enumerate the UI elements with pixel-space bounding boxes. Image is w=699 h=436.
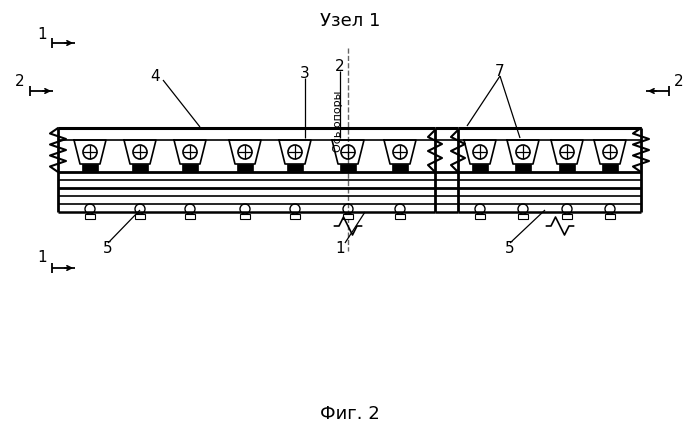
- Bar: [182, 164, 198, 171]
- Text: 7: 7: [495, 64, 505, 78]
- Bar: [602, 164, 618, 171]
- Bar: [562, 214, 572, 219]
- Text: 5: 5: [103, 241, 113, 255]
- Bar: [240, 214, 250, 219]
- Text: Фиг. 2: Фиг. 2: [320, 405, 380, 423]
- Bar: [135, 214, 145, 219]
- Bar: [185, 214, 195, 219]
- Bar: [287, 164, 303, 171]
- Bar: [395, 214, 405, 219]
- Bar: [392, 164, 408, 171]
- Bar: [290, 214, 300, 219]
- Text: 2: 2: [675, 74, 684, 89]
- Text: 1: 1: [37, 27, 47, 41]
- Bar: [85, 214, 95, 219]
- Text: Ось опоры: Ось опоры: [333, 90, 343, 152]
- Bar: [343, 214, 353, 219]
- Bar: [340, 164, 356, 171]
- Bar: [82, 164, 98, 171]
- Bar: [518, 214, 528, 219]
- Text: Узел 1: Узел 1: [320, 12, 380, 30]
- Text: 1: 1: [336, 241, 345, 255]
- Text: 2: 2: [15, 74, 24, 89]
- Text: 4: 4: [150, 68, 160, 84]
- Bar: [515, 164, 531, 171]
- Bar: [559, 164, 575, 171]
- Text: 3: 3: [300, 65, 310, 81]
- Bar: [132, 164, 148, 171]
- Bar: [472, 164, 488, 171]
- Text: 2: 2: [336, 58, 345, 74]
- Text: 1: 1: [37, 251, 47, 266]
- Bar: [475, 214, 485, 219]
- Text: 5: 5: [505, 241, 514, 255]
- Bar: [605, 214, 615, 219]
- Bar: [237, 164, 253, 171]
